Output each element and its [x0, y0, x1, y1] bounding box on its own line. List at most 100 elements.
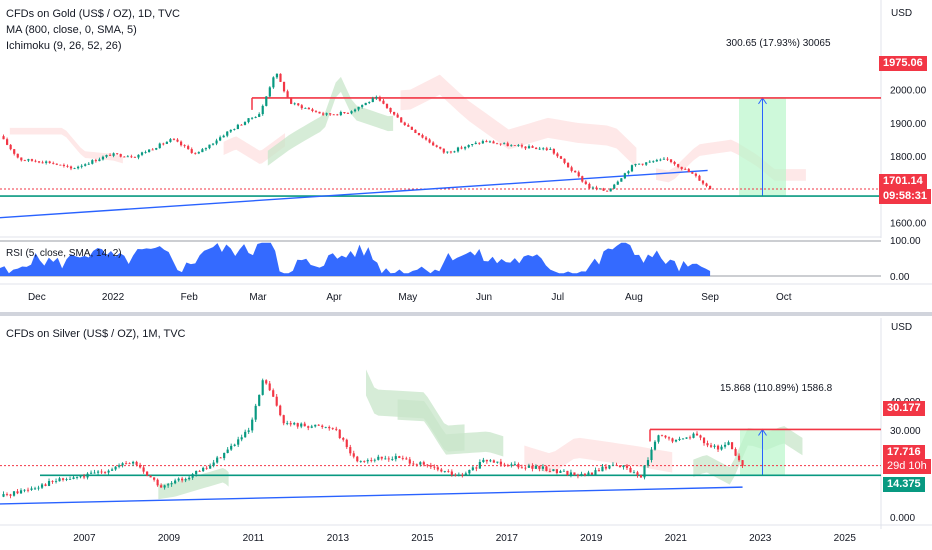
gold-candle[interactable] [566, 162, 570, 168]
silver-candle[interactable] [664, 435, 667, 438]
silver-candle[interactable] [671, 438, 674, 442]
silver-candle[interactable] [93, 472, 96, 474]
gold-candle[interactable] [538, 148, 541, 150]
silver-candle[interactable] [174, 480, 177, 484]
gold-candle[interactable] [641, 163, 644, 165]
silver-candle[interactable] [118, 465, 121, 467]
silver-candle[interactable] [293, 423, 296, 425]
gold-candle[interactable] [16, 153, 19, 158]
silver-candle[interactable] [415, 464, 418, 466]
gold-candle[interactable] [581, 176, 584, 182]
gold-candle[interactable] [240, 124, 243, 126]
gold-candle[interactable] [446, 151, 449, 153]
silver-candle[interactable] [188, 477, 191, 480]
silver-candle[interactable] [321, 425, 324, 428]
gold-candle[interactable] [243, 122, 247, 125]
gold-candle[interactable] [80, 165, 83, 167]
gold-candle[interactable] [453, 151, 456, 153]
gold-candle[interactable] [353, 109, 357, 112]
silver-candle[interactable] [275, 396, 278, 406]
gold-candle[interactable] [495, 143, 499, 145]
gold-candle[interactable] [329, 113, 332, 115]
gold-candle[interactable] [584, 181, 587, 184]
gold-candle[interactable] [400, 117, 403, 123]
silver-candle[interactable] [615, 464, 618, 466]
silver-candle[interactable] [706, 443, 709, 446]
gold-candle[interactable] [87, 163, 90, 165]
silver-candle[interactable] [61, 478, 65, 480]
gold-candle[interactable] [258, 114, 261, 117]
silver-candle[interactable] [590, 472, 594, 475]
silver-candle[interactable] [436, 467, 439, 470]
silver-candle[interactable] [65, 479, 68, 480]
gold-candle[interactable] [126, 156, 129, 158]
gold-candle[interactable] [108, 154, 112, 156]
gold-candle[interactable] [123, 156, 126, 158]
silver-candle[interactable] [622, 465, 625, 468]
silver-candle[interactable] [139, 464, 142, 468]
silver-candle[interactable] [300, 423, 303, 427]
silver-candle[interactable] [737, 455, 741, 461]
silver-candle[interactable] [265, 380, 268, 384]
silver-candle[interactable] [251, 419, 254, 431]
silver-candle[interactable] [335, 428, 338, 430]
rsi-area[interactable] [0, 242, 711, 276]
silver-candle[interactable] [377, 456, 380, 460]
gold-candle[interactable] [119, 154, 122, 157]
silver-candle[interactable] [177, 478, 180, 481]
gold-candle[interactable] [620, 178, 623, 182]
silver-candle[interactable] [552, 469, 555, 471]
silver-candle[interactable] [398, 456, 401, 459]
silver-candle[interactable] [12, 491, 16, 496]
gold-candle[interactable] [371, 98, 374, 103]
silver-candle[interactable] [678, 438, 681, 441]
silver-candle[interactable] [653, 441, 657, 450]
silver-candle[interactable] [576, 474, 580, 477]
silver-candle[interactable] [373, 459, 376, 461]
gold-candle[interactable] [23, 160, 26, 162]
gold-candle[interactable] [531, 146, 534, 148]
gold-candle[interactable] [545, 148, 548, 150]
silver-candle[interactable] [160, 485, 163, 488]
gold-candle[interactable] [2, 136, 5, 140]
gold-candle[interactable] [169, 139, 172, 142]
gold-candle[interactable] [449, 151, 453, 153]
gold-candle[interactable] [339, 112, 342, 116]
gold-candle[interactable] [378, 96, 381, 101]
gold-candle[interactable] [439, 146, 442, 149]
silver-candle[interactable] [282, 415, 285, 424]
gold-candle[interactable] [467, 145, 470, 148]
gold-candle[interactable] [52, 162, 55, 164]
silver-candle[interactable] [608, 465, 611, 469]
gold-candle[interactable] [542, 148, 545, 150]
silver-candle[interactable] [349, 447, 352, 454]
gold-candle[interactable] [652, 161, 655, 163]
gold-candle[interactable] [630, 165, 634, 172]
gold-candle[interactable] [233, 129, 236, 130]
gold-candle[interactable] [30, 159, 34, 161]
silver-candle[interactable] [695, 433, 699, 436]
gold-candle[interactable] [197, 152, 200, 154]
silver-candle[interactable] [356, 456, 359, 462]
silver-candle[interactable] [258, 394, 261, 406]
gold-candle[interactable] [215, 140, 218, 144]
gold-candle[interactable] [574, 170, 577, 173]
gold-candle[interactable] [694, 173, 697, 176]
silver-candle[interactable] [96, 471, 100, 473]
gold-candle[interactable] [41, 162, 44, 164]
silver-candle[interactable] [443, 471, 446, 473]
silver-candle[interactable] [51, 480, 54, 482]
gold-candle[interactable] [69, 166, 73, 169]
silver-candle[interactable] [205, 467, 208, 469]
silver-candle[interactable] [314, 424, 317, 427]
gold-candle[interactable] [382, 100, 385, 104]
gold-candle[interactable] [55, 163, 58, 165]
silver-candle[interactable] [387, 458, 390, 460]
silver-candle[interactable] [520, 467, 523, 469]
silver-candle[interactable] [223, 452, 226, 459]
gold-candle[interactable] [637, 163, 641, 165]
gold-candle[interactable] [300, 105, 303, 109]
gold-candle[interactable] [144, 152, 147, 153]
silver-candle[interactable] [317, 424, 320, 426]
gold-candle[interactable] [172, 139, 176, 140]
